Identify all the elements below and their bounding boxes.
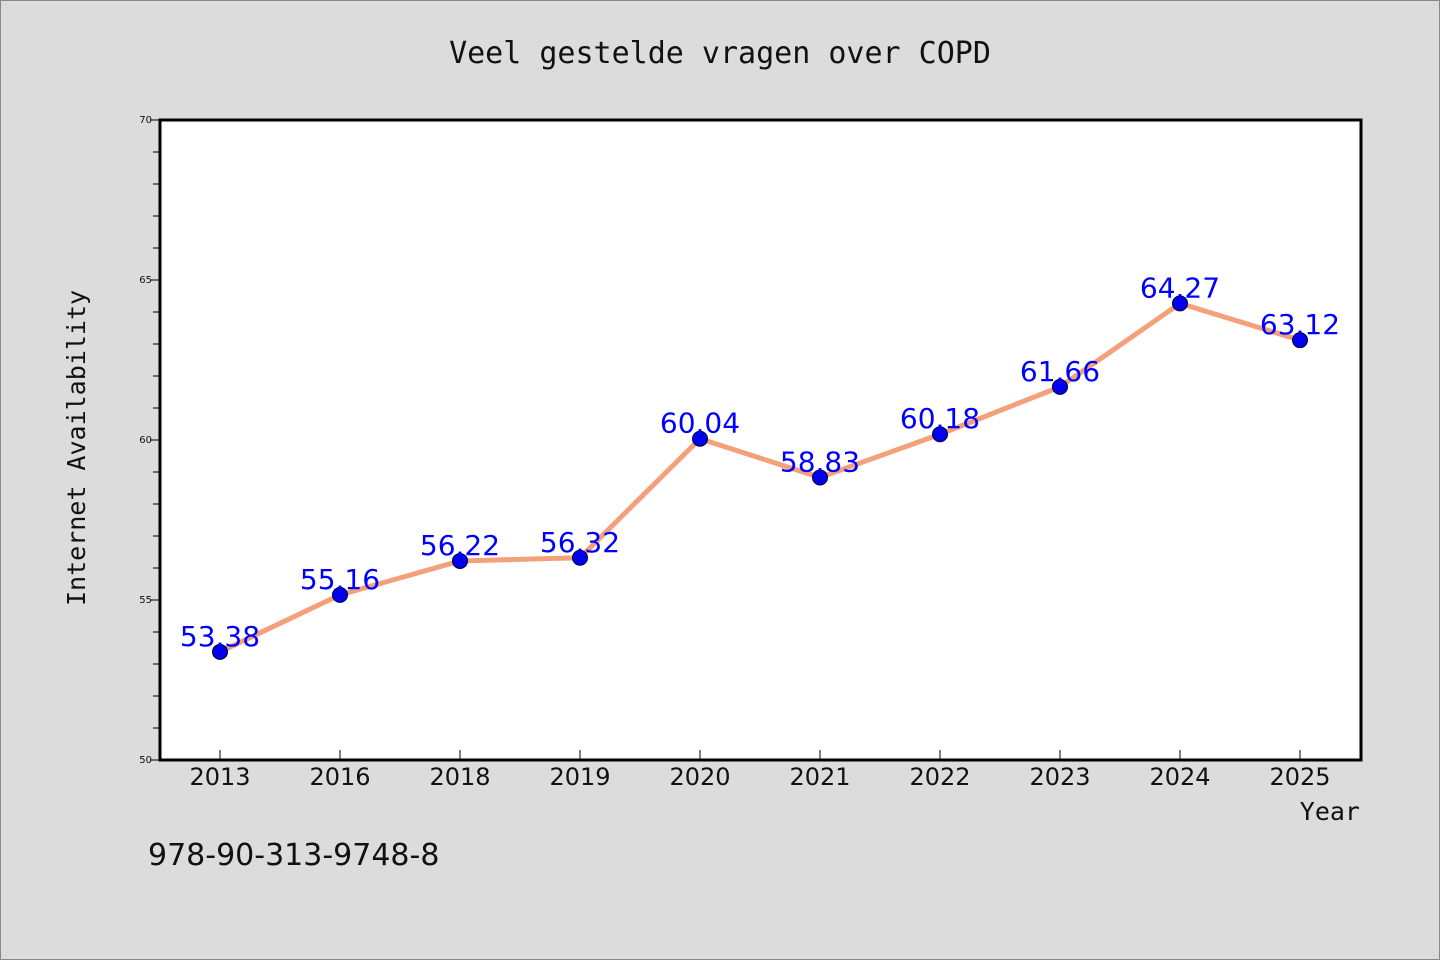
data-point — [572, 549, 588, 566]
data-point — [332, 586, 348, 603]
y-tick-label: 60 — [139, 435, 152, 446]
data-label: 56.22 — [420, 529, 500, 562]
plot-frame — [158, 118, 1363, 762]
data-point — [812, 469, 828, 486]
plot-area — [160, 120, 1361, 760]
x-tick-label: 2020 — [669, 763, 730, 791]
data-point — [212, 643, 228, 660]
y-tick-label: 70 — [139, 115, 152, 126]
x-tick-label: 2021 — [789, 763, 850, 791]
series-line — [217, 300, 1303, 655]
chart-title: Veel gestelde vragen over COPD — [449, 36, 991, 71]
x-tick-label: 2013 — [189, 763, 250, 791]
data-point — [452, 552, 468, 569]
data-point — [932, 426, 948, 443]
x-tick-label: 2019 — [549, 763, 610, 791]
data-label: 64.27 — [1140, 271, 1220, 304]
data-label: 60.04 — [660, 407, 740, 440]
data-label: 55.16 — [300, 563, 380, 596]
isbn-annotation: 978-90-313-9748-8 — [148, 838, 439, 873]
data-label: 56.32 — [540, 526, 620, 559]
y-axis-label: Internet Availability — [62, 290, 91, 606]
data-point — [1292, 332, 1308, 349]
y-tick-label: 55 — [139, 595, 152, 606]
x-tick-label: 2025 — [1269, 763, 1330, 791]
data-point — [1052, 378, 1068, 395]
data-markers — [212, 295, 1308, 660]
x-tick-label: 2016 — [309, 763, 370, 791]
x-axis-label: Year — [1300, 797, 1360, 826]
y-tick-label: 50 — [139, 755, 152, 766]
y-tick-label: 65 — [139, 275, 152, 286]
data-label: 53.38 — [180, 620, 260, 653]
data-label: 58.83 — [780, 445, 860, 478]
data-point — [692, 430, 708, 447]
data-label: 61.66 — [1020, 355, 1100, 388]
data-label: 60.18 — [900, 402, 980, 435]
x-axis-ticks: 2013 2016 2018 2019 2020 2021 2022 2023 2024 2025 — [189, 750, 1331, 791]
data-point — [1172, 295, 1188, 312]
x-tick-label: 2022 — [909, 763, 970, 791]
x-tick-label: 2018 — [429, 763, 490, 791]
data-labels: 53.38 55.16 56.22 56.32 60.04 58.83 60.18 61.66… — [180, 271, 1340, 652]
x-tick-label: 2023 — [1029, 763, 1090, 791]
x-tick-label: 2024 — [1149, 763, 1210, 791]
data-label: 63.12 — [1260, 308, 1340, 341]
y-axis-ticks: 50 55 60 65 70 — [139, 115, 160, 766]
